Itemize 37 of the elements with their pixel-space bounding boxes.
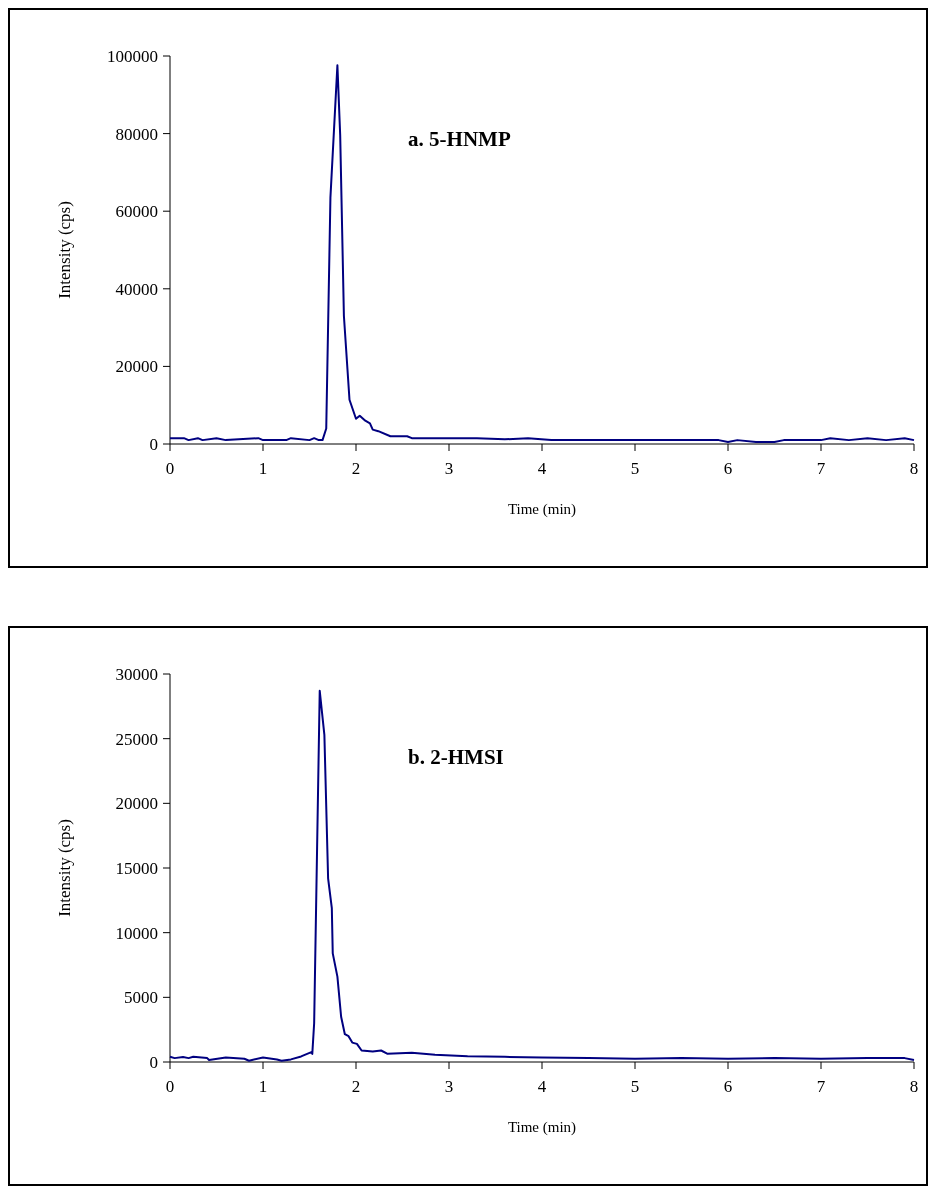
x-tick-label: 8: [909, 459, 919, 478]
x-tick-label: 3: [444, 1077, 454, 1096]
x-tick-label: 7: [816, 1077, 826, 1096]
x-tick-label: 6: [723, 459, 733, 478]
y-tick-label: 20000: [115, 357, 158, 377]
y-tick-label: 80000: [115, 124, 158, 144]
x-tick-label: 0: [165, 1077, 175, 1096]
x-tick-label: 5: [630, 459, 640, 478]
y-tick-label: 40000: [115, 279, 158, 299]
x-tick-label: 3: [444, 459, 454, 478]
y-tick-label: 20000: [115, 794, 158, 814]
x-tick-label: 2: [351, 1077, 361, 1096]
y-tick-label: 5000: [124, 988, 158, 1008]
x-axis-title: Time (min): [507, 501, 577, 518]
y-tick-label: 0: [149, 1053, 158, 1072]
y-tick-label: 0: [149, 435, 158, 454]
x-tick-label: 4: [537, 1077, 547, 1096]
x-tick-label: 5: [630, 1077, 640, 1096]
x-tick-label: 2: [351, 459, 361, 478]
y-axis-title: Intensity (cps): [55, 201, 74, 299]
y-tick-label: 100000: [107, 47, 158, 66]
x-tick-label: 1: [258, 459, 268, 478]
y-tick-label: 10000: [115, 923, 158, 943]
y-axis-title: Intensity (cps): [55, 819, 74, 917]
x-tick-label: 1: [258, 1077, 268, 1096]
x-tick-label: 7: [816, 459, 826, 478]
text: b. 2-HMSI: [408, 745, 504, 769]
x-tick-label: 0: [165, 459, 175, 478]
x-tick-label: 4: [537, 459, 547, 478]
y-tick-label: 25000: [115, 729, 158, 749]
y-tick-label: 30000: [115, 665, 158, 684]
x-tick-label: 8: [909, 1077, 919, 1096]
x-axis-title: Time (min): [507, 1119, 577, 1136]
y-tick-label: 15000: [115, 859, 158, 878]
x-tick-label: 6: [723, 1077, 733, 1096]
text: a. 5-HNMP: [408, 127, 511, 151]
y-tick-label: 60000: [115, 202, 158, 222]
